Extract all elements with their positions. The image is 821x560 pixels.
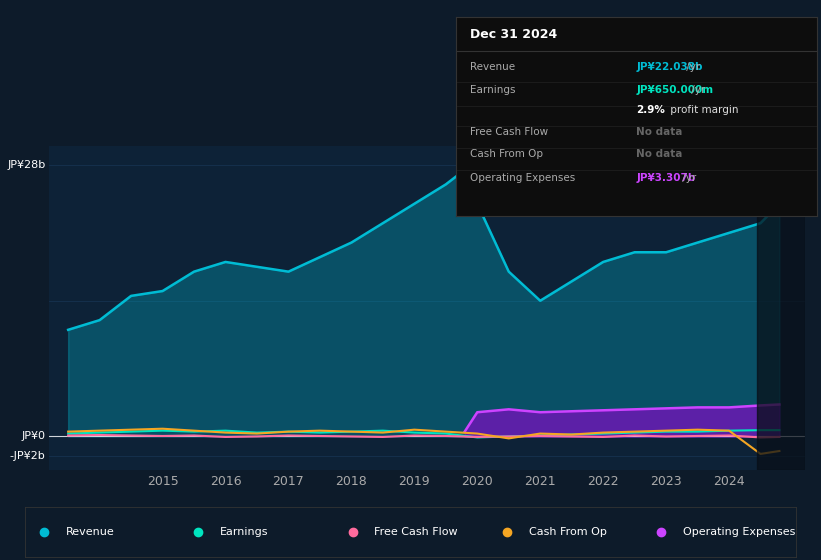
Text: Cash From Op: Cash From Op [529,527,607,537]
Text: Revenue: Revenue [470,62,516,72]
Text: /yr: /yr [679,173,696,183]
Bar [757,146,805,470]
Text: Earnings: Earnings [220,527,268,537]
Text: Operating Expenses: Operating Expenses [470,173,576,183]
Text: No data: No data [636,127,682,137]
Text: Cash From Op: Cash From Op [470,149,544,159]
Text: No data: No data [636,149,682,159]
Text: JP¥650.000m: JP¥650.000m [636,85,713,95]
Text: Free Cash Flow: Free Cash Flow [470,127,548,137]
Text: JP¥0: JP¥0 [21,431,45,441]
Text: Operating Expenses: Operating Expenses [683,527,796,537]
Text: 2.9%: 2.9% [636,105,665,115]
Text: -JP¥2b: -JP¥2b [10,451,45,461]
Text: /yr: /yr [683,62,700,72]
Text: JP¥3.307b: JP¥3.307b [636,173,695,183]
Text: /yr: /yr [687,85,704,95]
Text: Earnings: Earnings [470,85,516,95]
Text: Dec 31 2024: Dec 31 2024 [470,28,557,41]
Text: Revenue: Revenue [66,527,114,537]
Text: profit margin: profit margin [667,105,738,115]
Text: Free Cash Flow: Free Cash Flow [374,527,458,537]
Text: JP¥28b: JP¥28b [7,160,45,170]
Text: JP¥22.038b: JP¥22.038b [636,62,703,72]
